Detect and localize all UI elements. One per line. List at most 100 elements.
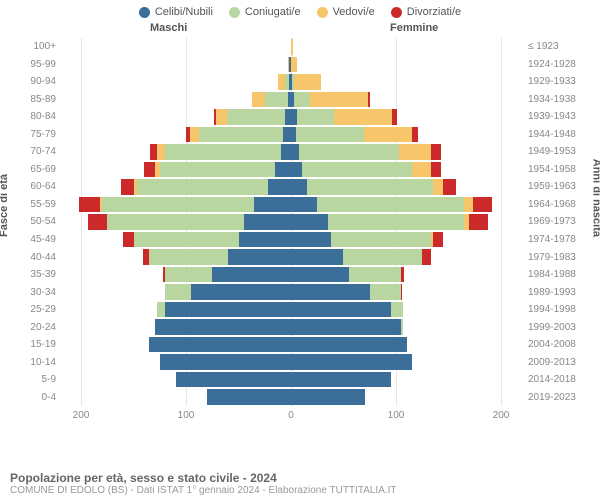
bar-segment bbox=[88, 214, 107, 230]
chart-title: Popolazione per età, sesso e stato civil… bbox=[10, 471, 590, 485]
birth-year-label: 1934-1938 bbox=[528, 94, 588, 105]
bar-male bbox=[60, 39, 291, 55]
ylabel-left: Fasce di età bbox=[0, 174, 10, 237]
bar-segment bbox=[155, 319, 292, 335]
bar-male bbox=[60, 302, 291, 318]
pyramid-row: 30-341989-1993 bbox=[60, 283, 522, 301]
header-male: Maschi bbox=[150, 22, 187, 34]
bar-segment bbox=[165, 302, 291, 318]
bar-segment bbox=[297, 109, 334, 125]
chart-area: Fasce di età Anni di nascita 100+≤ 19239… bbox=[0, 38, 600, 436]
bar-segment bbox=[391, 302, 404, 318]
bar-segment bbox=[328, 214, 465, 230]
bar-segment bbox=[134, 232, 239, 248]
bar-female bbox=[291, 92, 522, 108]
bar-segment bbox=[160, 354, 291, 370]
bar-segment bbox=[464, 197, 472, 213]
bar-male bbox=[60, 109, 291, 125]
bar-segment bbox=[268, 179, 291, 195]
age-label: 55-59 bbox=[24, 199, 56, 210]
bar-segment bbox=[227, 109, 285, 125]
pyramid-row: 10-142009-2013 bbox=[60, 353, 522, 371]
bar-segment bbox=[291, 57, 297, 73]
bar-segment bbox=[331, 232, 431, 248]
bar-segment bbox=[254, 197, 291, 213]
bar-female bbox=[291, 214, 522, 230]
bar-segment bbox=[137, 179, 268, 195]
bar-segment bbox=[291, 162, 302, 178]
pyramid-row: 35-391984-1988 bbox=[60, 266, 522, 284]
bar-segment bbox=[291, 179, 307, 195]
bar-segment bbox=[283, 127, 291, 143]
bar-segment bbox=[317, 197, 464, 213]
bar-segment bbox=[165, 144, 281, 160]
bar-segment bbox=[412, 127, 418, 143]
age-label: 15-19 bbox=[24, 339, 56, 350]
x-tick-label: 0 bbox=[288, 410, 294, 421]
bar-segment bbox=[281, 144, 292, 160]
bar-segment bbox=[239, 232, 291, 248]
birth-year-label: 1984-1988 bbox=[528, 269, 588, 280]
age-label: 85-89 bbox=[24, 94, 56, 105]
bar-male bbox=[60, 267, 291, 283]
birth-year-label: 1994-1998 bbox=[528, 304, 588, 315]
pyramid-row: 70-741949-1953 bbox=[60, 143, 522, 161]
pyramid-row: 55-591964-1968 bbox=[60, 196, 522, 214]
bar-segment bbox=[401, 267, 404, 283]
rows-container: 100+≤ 192395-991924-192890-941929-193385… bbox=[60, 38, 522, 406]
bar-segment bbox=[433, 232, 444, 248]
legend-label: Celibi/Nubili bbox=[155, 6, 213, 18]
bar-segment bbox=[299, 144, 399, 160]
birth-year-label: 2004-2008 bbox=[528, 339, 588, 350]
column-headers: Maschi Femmine bbox=[0, 22, 600, 38]
birth-year-label: 1979-1983 bbox=[528, 252, 588, 263]
bar-female bbox=[291, 144, 522, 160]
bar-segment bbox=[422, 249, 430, 265]
bar-segment bbox=[190, 127, 198, 143]
chart-subtitle: COMUNE DI EDOLO (BS) - Dati ISTAT 1° gen… bbox=[10, 485, 590, 496]
birth-year-label: 1944-1948 bbox=[528, 129, 588, 140]
bar-segment bbox=[149, 249, 228, 265]
age-label: 75-79 bbox=[24, 129, 56, 140]
pyramid-row: 65-691954-1958 bbox=[60, 161, 522, 179]
bar-segment bbox=[275, 162, 291, 178]
birth-year-label: 1969-1973 bbox=[528, 216, 588, 227]
pyramid-row: 85-891934-1938 bbox=[60, 91, 522, 109]
bar-female bbox=[291, 337, 522, 353]
pyramid-row: 40-441979-1983 bbox=[60, 248, 522, 266]
x-axis: 2001000100200 bbox=[60, 406, 522, 436]
bar-male bbox=[60, 92, 291, 108]
bar-segment bbox=[291, 144, 299, 160]
legend-swatch bbox=[139, 7, 150, 18]
bar-female bbox=[291, 232, 522, 248]
bar-segment bbox=[291, 232, 331, 248]
birth-year-label: 1954-1958 bbox=[528, 164, 588, 175]
bar-segment bbox=[123, 232, 134, 248]
age-label: 70-74 bbox=[24, 146, 56, 157]
bar-segment bbox=[144, 162, 155, 178]
legend-item: Celibi/Nubili bbox=[139, 6, 213, 18]
legend-label: Vedovi/e bbox=[333, 6, 375, 18]
pyramid-row: 90-941929-1933 bbox=[60, 73, 522, 91]
footer: Popolazione per età, sesso e stato civil… bbox=[10, 471, 590, 496]
bar-segment bbox=[443, 179, 456, 195]
bar-segment bbox=[291, 354, 412, 370]
pyramid-row: 75-791944-1948 bbox=[60, 126, 522, 144]
bar-female bbox=[291, 57, 522, 73]
bar-female bbox=[291, 179, 522, 195]
bar-segment bbox=[370, 284, 401, 300]
pyramid-row: 100+≤ 1923 bbox=[60, 38, 522, 56]
bar-segment bbox=[307, 179, 433, 195]
bar-segment bbox=[473, 197, 492, 213]
birth-year-label: 1929-1933 bbox=[528, 76, 588, 87]
ylabel-right: Anni di nascita bbox=[590, 159, 600, 237]
bar-segment bbox=[291, 389, 365, 405]
bar-segment bbox=[228, 249, 291, 265]
x-tick-label: 100 bbox=[388, 410, 405, 421]
bar-male bbox=[60, 127, 291, 143]
bar-segment bbox=[244, 214, 291, 230]
bar-segment bbox=[212, 267, 291, 283]
bar-segment bbox=[431, 162, 442, 178]
bar-segment bbox=[216, 109, 227, 125]
bar-female bbox=[291, 372, 522, 388]
